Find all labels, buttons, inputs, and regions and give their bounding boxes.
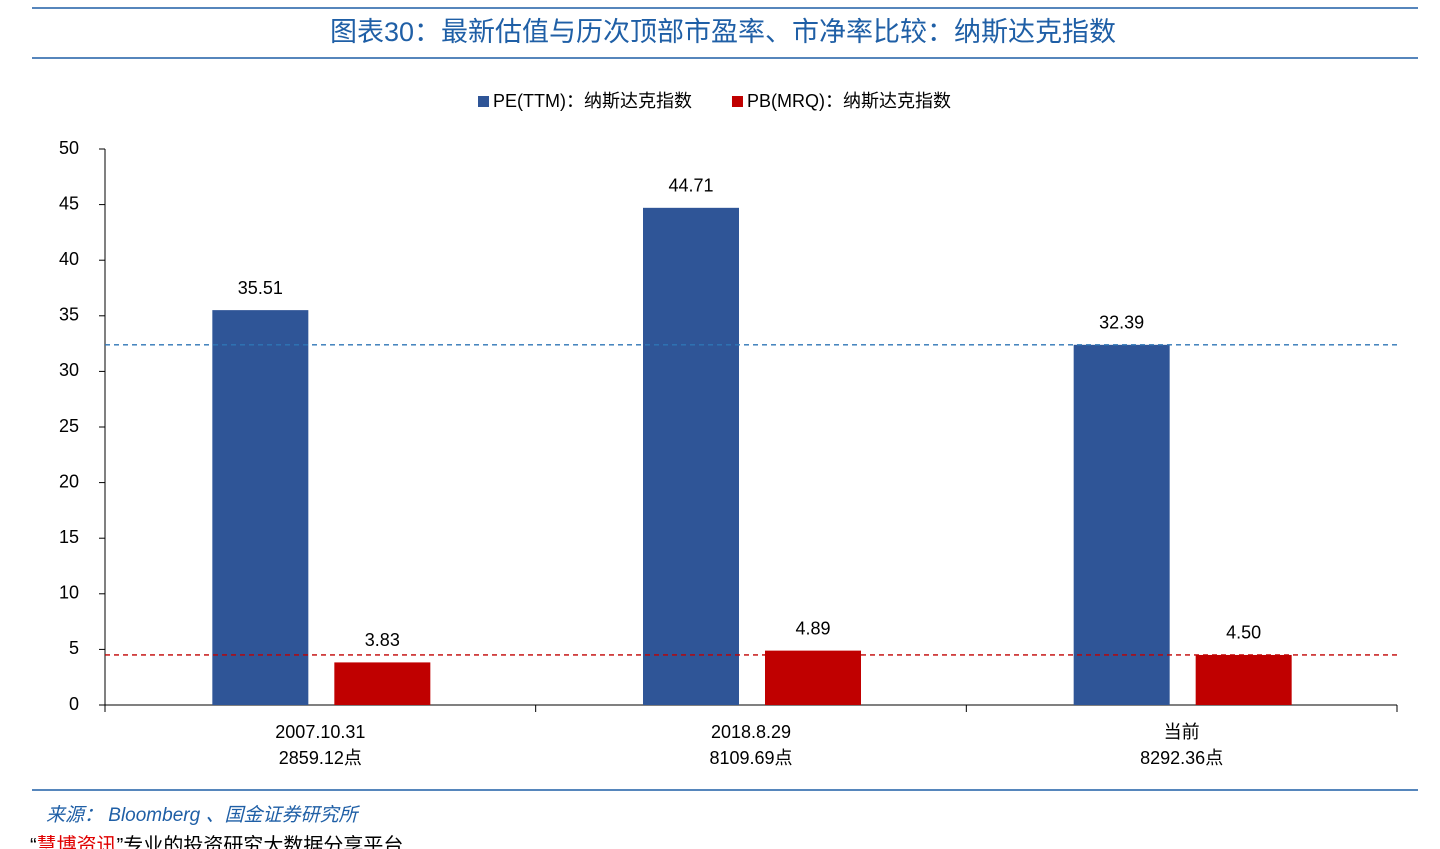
bar (334, 662, 431, 705)
y-tick-label: 40 (59, 249, 79, 269)
y-tick-label: 25 (59, 416, 79, 436)
y-tick-label: 35 (59, 305, 79, 325)
bar (1195, 654, 1292, 705)
x-tick-label: 2007.10.31 (275, 722, 365, 742)
footer-brand: 慧博资讯 (37, 834, 117, 849)
y-tick-label: 0 (69, 694, 79, 714)
y-tick-label: 15 (59, 527, 79, 547)
legend-swatch (478, 96, 489, 107)
value-label: 35.51 (238, 278, 283, 298)
value-label: 44.71 (668, 176, 713, 196)
y-tick-label: 50 (59, 138, 79, 158)
bar (212, 310, 309, 705)
legend-label: PE(TTM)：纳斯达克指数 (493, 91, 692, 111)
chart-title: 图表30：最新估值与历次顶部市盈率、市净率比较：纳斯达克指数 (330, 17, 1116, 47)
value-label: 4.50 (1226, 623, 1261, 643)
x-tick-label: 当前 (1164, 722, 1200, 742)
value-label: 32.39 (1099, 313, 1144, 333)
value-label: 3.83 (365, 630, 400, 650)
y-tick-label: 5 (69, 638, 79, 658)
y-tick-label: 30 (59, 360, 79, 380)
footer-part: “ (30, 835, 37, 849)
bar (765, 650, 861, 705)
value-label: 4.89 (795, 618, 830, 638)
y-tick-label: 10 (59, 583, 79, 603)
source: 来源： Bloomberg 、国金证券研究所 (46, 804, 360, 826)
y-tick-label: 20 (59, 471, 79, 491)
bar (643, 207, 739, 705)
legend-swatch (731, 96, 743, 107)
x-tick-label: 2018.8.29 (711, 722, 791, 742)
footer-part: ”专业的投资研究大数据分享平台 (117, 834, 404, 849)
bar (1073, 344, 1170, 705)
x-tick-sublabel: 8109.69点 (709, 748, 792, 768)
y-tick-label: 45 (59, 193, 79, 213)
footer-note: “慧博资讯”专业的投资研究大数据分享平台 (30, 834, 403, 849)
legend-label: PB(MRQ)：纳斯达克指数 (747, 91, 951, 111)
x-tick-sublabel: 8292.36点 (1140, 748, 1223, 768)
x-tick-sublabel: 2859.12点 (279, 748, 362, 768)
